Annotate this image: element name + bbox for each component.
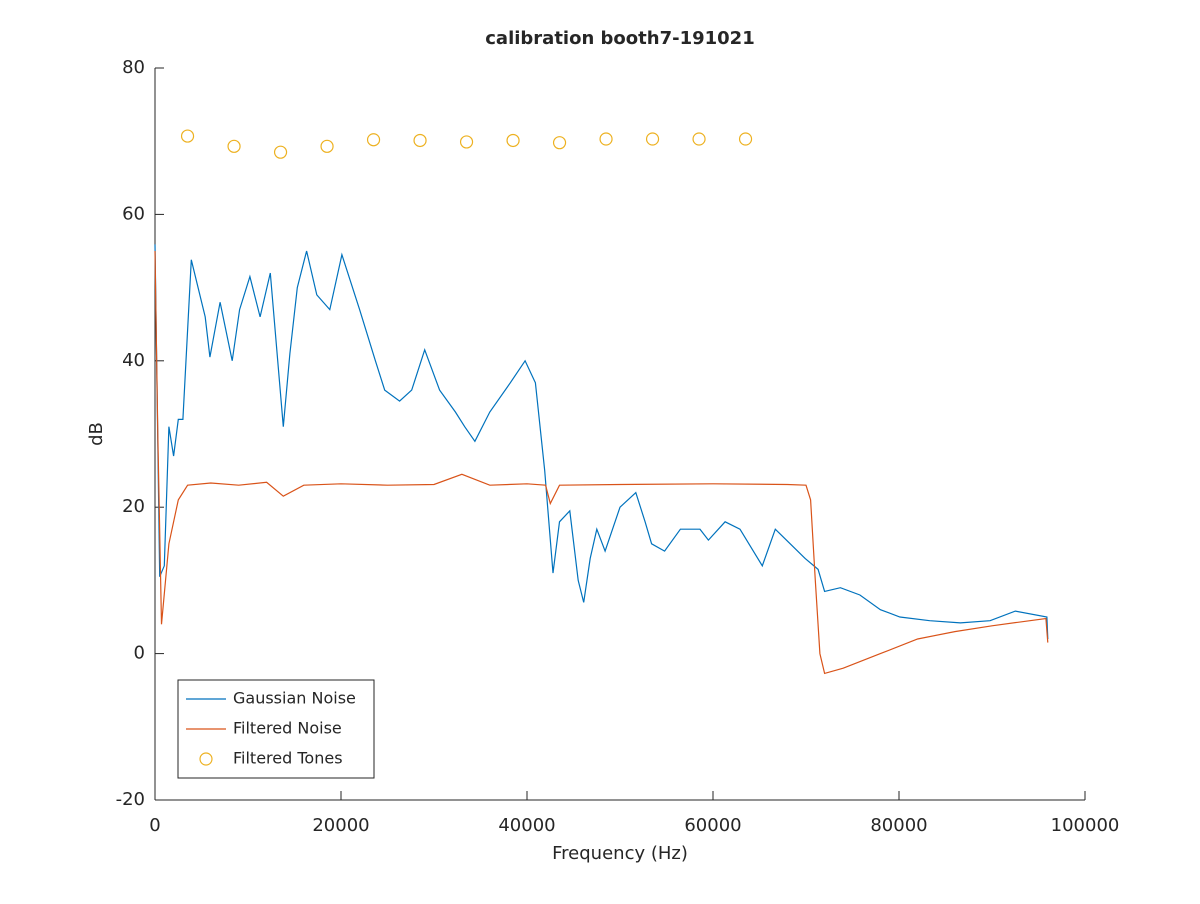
x-tick-label: 40000: [498, 815, 555, 836]
y-tick-label: 20: [122, 496, 145, 517]
x-axis-label: Frequency (Hz): [552, 843, 688, 864]
line: [154, 244, 1049, 640]
marker: [738, 132, 753, 146]
marker: [413, 133, 427, 148]
marker: [599, 132, 613, 146]
legend-label: Filtered Noise: [233, 719, 342, 738]
marker: [227, 139, 241, 153]
marker: [552, 136, 567, 150]
legend-label: Gaussian Noise: [233, 689, 356, 708]
marker: [506, 133, 520, 148]
y-tick-label: 0: [134, 643, 145, 664]
x-tick-label: 0: [149, 815, 160, 836]
y-tick-label: 40: [122, 350, 145, 371]
y-tick-label: 60: [122, 203, 145, 224]
x-tick-label: 20000: [312, 815, 369, 836]
x-tick-label: 100000: [1051, 815, 1120, 836]
chart-title: calibration booth7-191021: [485, 28, 754, 49]
x-tick-label: 80000: [870, 815, 927, 836]
marker: [180, 129, 195, 143]
y-tick-label: 80: [122, 57, 145, 78]
marker: [459, 135, 474, 149]
y-axis-label: dB: [86, 422, 107, 446]
marker: [366, 133, 381, 147]
marker: [692, 132, 706, 146]
marker: [320, 139, 334, 153]
marker: [645, 132, 660, 146]
legend-marker: [199, 752, 213, 766]
x-tick-label: 60000: [684, 815, 741, 836]
marker: [273, 145, 288, 159]
y-tick-label: -20: [116, 789, 145, 810]
line: [154, 250, 1049, 675]
legend-label: Filtered Tones: [233, 749, 343, 768]
